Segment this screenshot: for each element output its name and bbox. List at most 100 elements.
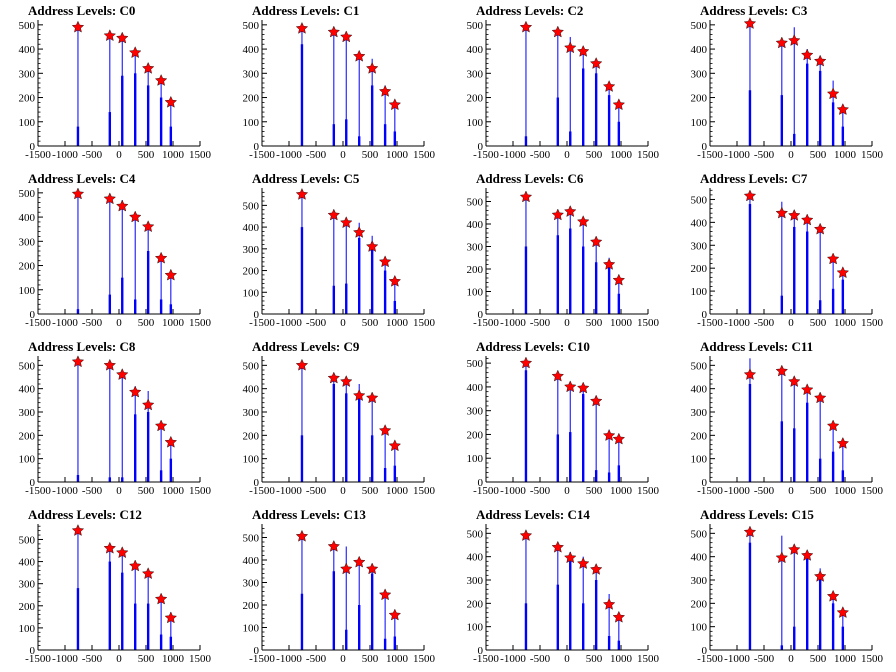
bar: [371, 564, 373, 650]
y-tick-label: 0: [254, 141, 260, 153]
x-tick-label: 0: [788, 485, 794, 497]
y-tick-label: 500: [467, 20, 484, 32]
bar: [109, 546, 111, 650]
y-tick-label: 300: [691, 68, 708, 80]
bar: [147, 224, 149, 314]
star-marker: [103, 192, 117, 205]
x-tick-label: 500: [810, 485, 827, 497]
star-marker: [129, 46, 142, 58]
bar: [394, 102, 396, 146]
y-tick-label: 100: [19, 454, 36, 466]
star-marker: [340, 562, 353, 575]
bar: [557, 29, 559, 147]
y-tick-label: 400: [691, 217, 708, 229]
y-tick-label: 0: [702, 477, 708, 489]
star-marker: [340, 30, 353, 43]
star-marker: [551, 208, 565, 221]
chart-panel: Address Levels: C0 0 100 200 300 400 500 -1500-…: [0, 0, 224, 168]
x-tick-label: 1500: [637, 149, 660, 161]
bar: [384, 85, 386, 146]
x-tick-label: 1000: [162, 653, 185, 665]
bar: [121, 200, 123, 314]
y-tick-label: 0: [30, 645, 36, 657]
chart-svg: Address Levels: C12 0 100 200 300 400 500 -1500…: [19, 507, 212, 665]
x-tick-label: -500: [754, 317, 775, 329]
y-tick-label: 0: [254, 477, 260, 489]
x-tick-label: 1000: [834, 485, 857, 497]
bar: [569, 382, 571, 482]
star-marker: [801, 383, 814, 396]
x-tick-label: 1500: [637, 317, 660, 329]
bar: [371, 393, 373, 482]
star-marker: [564, 205, 577, 217]
x-tick-label: 0: [788, 317, 794, 329]
star-marker: [775, 364, 789, 377]
star-marker: [327, 371, 341, 384]
star-marker: [519, 190, 533, 203]
bar: [333, 32, 335, 146]
bar: [345, 218, 347, 314]
star-marker: [551, 369, 565, 382]
x-tick-label: -1500: [473, 317, 499, 329]
bar: [793, 379, 795, 482]
star-marker: [327, 25, 341, 38]
chart-title: Address Levels: C7: [700, 171, 808, 186]
y-tick-label: 300: [691, 575, 708, 587]
bar: [160, 78, 162, 146]
star-marker: [129, 559, 142, 572]
bar: [618, 436, 620, 482]
chart-panel: Address Levels: C9 0 100 200 300 400 500 -1500-…: [224, 336, 448, 504]
chart-title: Address Levels: C15: [700, 507, 814, 522]
bar: [618, 275, 620, 314]
star-marker: [154, 419, 168, 432]
bar: [121, 372, 123, 482]
star-marker: [826, 419, 840, 432]
x-tick-label: 500: [586, 149, 603, 161]
bar: [394, 611, 396, 650]
star-marker: [353, 555, 366, 568]
star-marker: [801, 213, 814, 226]
bar: [134, 51, 136, 146]
x-tick-label: 0: [340, 485, 346, 497]
star-marker: [340, 375, 353, 387]
bar: [160, 426, 162, 482]
star-marker: [71, 524, 85, 536]
x-tick-label: -500: [82, 317, 103, 329]
chart-title: Address Levels: C13: [252, 507, 366, 522]
bar: [749, 22, 751, 146]
star-marker: [116, 546, 129, 558]
y-tick-label: 100: [19, 285, 36, 297]
y-tick-label: 100: [691, 117, 708, 129]
bar: [832, 594, 834, 650]
y-tick-label: 100: [467, 622, 484, 634]
x-tick-label: 500: [810, 653, 827, 665]
y-tick-label: 0: [702, 141, 708, 153]
y-tick-label: 400: [467, 552, 484, 564]
bar: [793, 210, 795, 314]
bar: [608, 83, 610, 146]
star-marker: [612, 98, 626, 111]
chart-panel: Address Levels: C8 0 100 200 300 400 500 -1500-…: [0, 336, 224, 504]
bar: [358, 384, 360, 482]
bar: [160, 255, 162, 314]
y-tick-label: 500: [467, 197, 484, 209]
y-tick-label: 300: [243, 244, 260, 256]
y-tick-label: 400: [691, 552, 708, 564]
chart-panel: Address Levels: C7 0 100 200 300 400 500 -1500-…: [672, 168, 896, 336]
bar: [384, 257, 386, 314]
chart-svg: Address Levels: C15 0 100 200 300 400 500 -1500…: [691, 507, 884, 665]
y-tick-label: 100: [691, 454, 708, 466]
star-marker: [788, 34, 801, 46]
y-tick-label: 500: [19, 188, 36, 200]
y-tick-label: 300: [243, 68, 260, 80]
star-marker: [836, 606, 850, 618]
y-tick-label: 400: [243, 222, 260, 234]
star-marker: [365, 240, 379, 252]
x-tick-label: 1000: [834, 653, 857, 665]
y-tick-label: 100: [691, 622, 708, 634]
x-tick-label: -1000: [276, 149, 302, 161]
star-marker: [743, 525, 757, 538]
chart-svg: Address Levels: C80100200300400500-1500-…: [19, 339, 212, 497]
bar: [109, 34, 111, 146]
x-tick-label: -500: [754, 149, 775, 161]
